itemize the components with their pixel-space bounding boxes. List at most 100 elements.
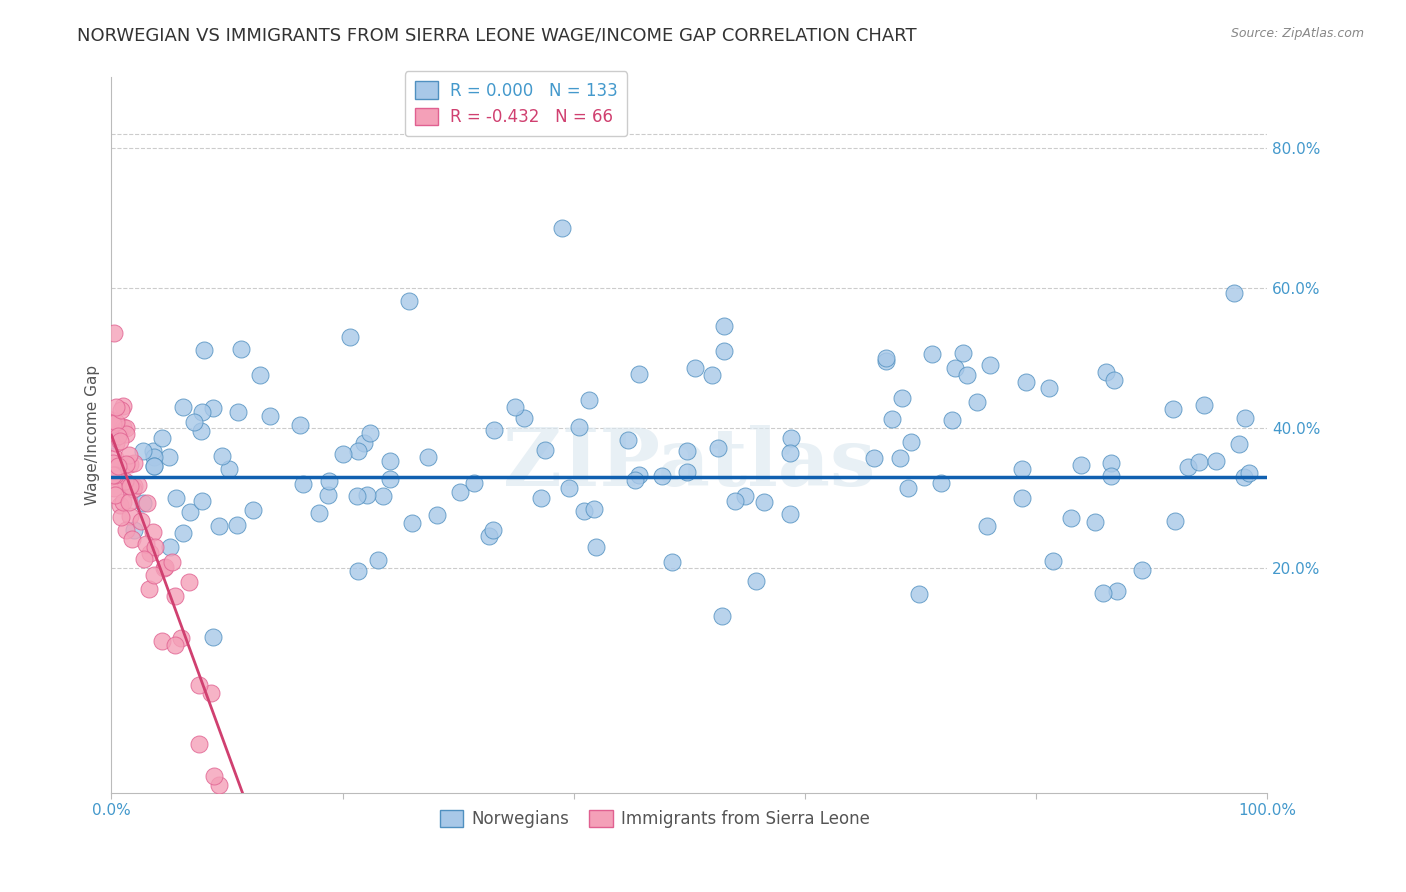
Point (1011, 461, 1033, 475)
Point (713, 343, 735, 358)
Point (132, 444, 155, 458)
Point (111, 494, 134, 508)
Point (115, 457, 138, 471)
Point (627, 468, 650, 483)
Point (179, 505, 201, 519)
Point (921, 347, 943, 361)
Point (107, 429, 129, 443)
Point (956, 368, 979, 383)
Point (318, 474, 340, 488)
Point (952, 346, 974, 360)
Point (1083, 515, 1105, 529)
Point (578, 393, 600, 408)
Point (1060, 511, 1083, 525)
Point (118, 477, 141, 491)
Point (1102, 373, 1125, 387)
Point (183, 415, 205, 429)
Point (463, 476, 485, 491)
Point (208, 519, 231, 533)
Point (1070, 458, 1092, 473)
Point (583, 502, 606, 516)
Point (339, 329, 361, 343)
Point (378, 472, 401, 486)
Point (710, 608, 733, 623)
Point (200, 686, 222, 700)
Point (875, 351, 897, 365)
Point (1101, 468, 1123, 483)
Point (966, 395, 988, 409)
Y-axis label: Wage/Income Gap: Wage/Income Gap (86, 365, 100, 505)
Point (193, 343, 215, 357)
Point (356, 488, 378, 502)
Point (110, 509, 132, 524)
Text: Source: ZipAtlas.com: Source: ZipAtlas.com (1230, 27, 1364, 40)
Point (104, 415, 127, 429)
Point (114, 420, 136, 434)
Point (346, 489, 368, 503)
Point (1205, 453, 1227, 467)
Point (172, 400, 194, 414)
Point (242, 503, 264, 517)
Point (129, 514, 152, 528)
Point (150, 633, 173, 648)
Point (104, 471, 127, 485)
Point (416, 450, 439, 465)
Point (367, 553, 389, 567)
Point (661, 555, 683, 569)
Point (153, 559, 176, 574)
Point (745, 574, 768, 588)
Point (226, 404, 249, 418)
Point (110, 403, 132, 417)
Point (118, 495, 141, 509)
Point (105, 400, 128, 414)
Point (112, 399, 135, 413)
Point (779, 446, 801, 460)
Point (1177, 459, 1199, 474)
Point (676, 466, 699, 480)
Point (142, 458, 165, 473)
Point (127, 478, 149, 492)
Point (683, 361, 706, 376)
Point (371, 489, 394, 503)
Point (108, 434, 131, 448)
Point (107, 459, 129, 474)
Point (157, 450, 180, 465)
Point (160, 555, 183, 569)
Point (136, 496, 159, 510)
Point (101, 417, 124, 431)
Point (201, 630, 224, 644)
Point (513, 410, 536, 425)
Point (232, 800, 254, 814)
Point (118, 448, 141, 462)
Point (103, 456, 125, 470)
Point (222, 796, 245, 810)
Point (1042, 554, 1064, 568)
Point (122, 482, 145, 496)
Point (863, 450, 886, 465)
Point (482, 423, 505, 437)
Point (150, 431, 173, 445)
Point (118, 479, 141, 493)
Point (165, 638, 187, 652)
Point (1092, 586, 1115, 600)
Legend: Norwegians, Immigrants from Sierra Leone: Norwegians, Immigrants from Sierra Leone (433, 803, 876, 834)
Point (624, 474, 647, 488)
Point (143, 568, 166, 582)
Point (627, 368, 650, 382)
Point (259, 409, 281, 423)
Point (875, 354, 897, 368)
Point (976, 518, 998, 533)
Point (107, 425, 129, 440)
Point (752, 495, 775, 509)
Point (117, 478, 139, 492)
Point (481, 523, 503, 537)
Point (378, 453, 401, 467)
Point (101, 467, 124, 482)
Point (169, 631, 191, 645)
Point (143, 458, 166, 473)
Point (122, 523, 145, 537)
Point (779, 507, 801, 521)
Point (191, 494, 214, 508)
Point (1227, 437, 1250, 451)
Point (188, 737, 211, 751)
